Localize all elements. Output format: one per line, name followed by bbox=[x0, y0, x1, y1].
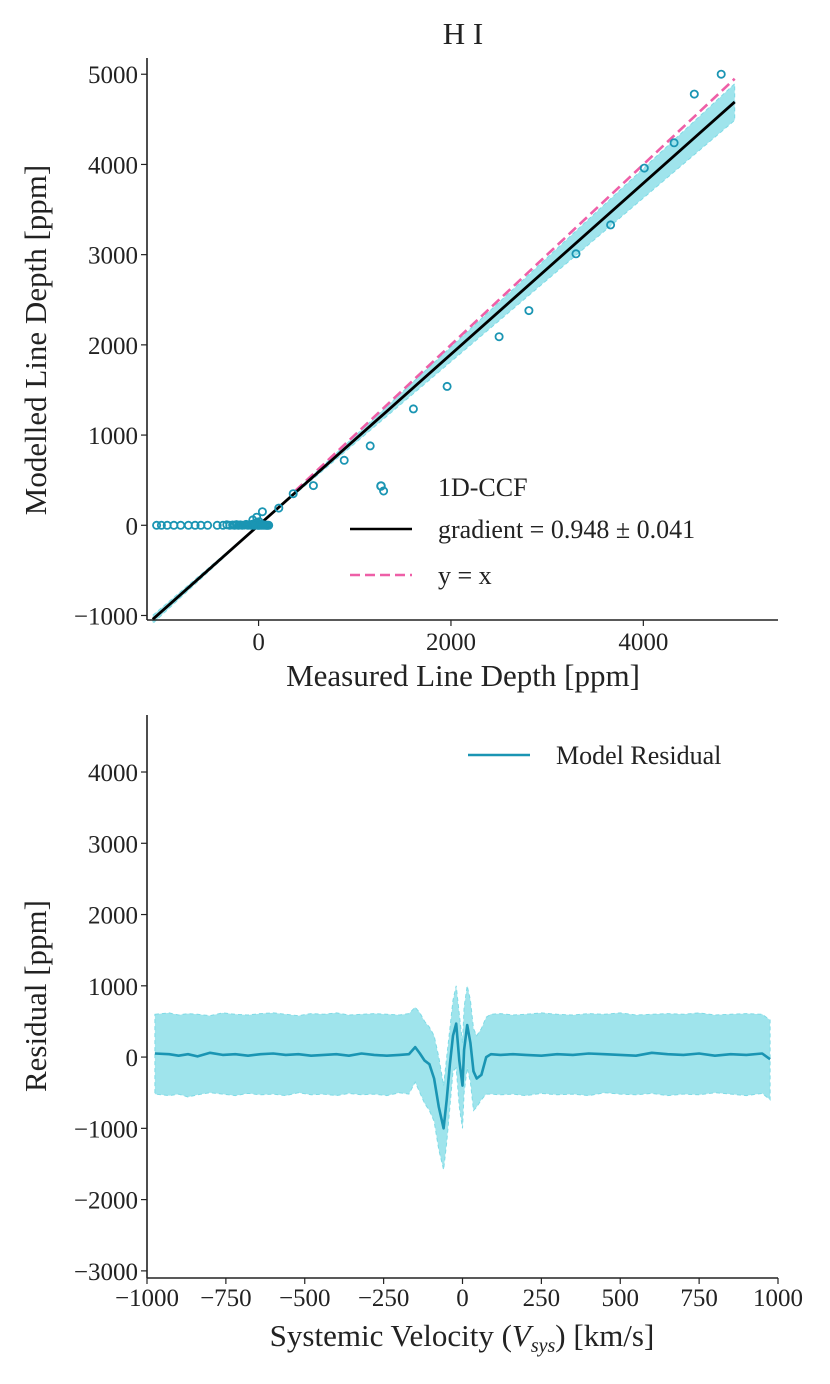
model-residual-line bbox=[154, 1022, 771, 1130]
gradient-fit-line bbox=[151, 100, 736, 621]
bottom-x-tick-label: 500 bbox=[602, 1285, 640, 1312]
top-y-tick-label: 1000 bbox=[88, 423, 138, 450]
bottom-x-ticks: −1000 −750 −500 −250 0 250 500 750 1000 bbox=[115, 1278, 803, 1312]
bottom-y-tick-label: 4000 bbox=[88, 760, 138, 787]
top-legend: 1D-CCF gradient = 0.948 ± 0.041 y = x bbox=[350, 473, 695, 590]
bottom-x-tick-label: −250 bbox=[358, 1285, 410, 1312]
top-x-tick-label: 2000 bbox=[426, 629, 476, 656]
legend-label-residual: Model Residual bbox=[556, 741, 721, 770]
bottom-x-tick-label: 750 bbox=[680, 1285, 718, 1312]
xlabel-part-symbol: V bbox=[512, 1318, 534, 1353]
scatter-point bbox=[606, 220, 616, 230]
scatter-point bbox=[152, 520, 162, 530]
bottom-x-tick-label: 0 bbox=[456, 1285, 469, 1312]
top-y-tick-label: 5000 bbox=[88, 62, 138, 89]
scatter-point bbox=[156, 520, 166, 530]
bottom-y-tick-label: 1000 bbox=[88, 974, 138, 1001]
top-y-tick-label: 4000 bbox=[88, 152, 138, 179]
xlabel-part-prefix: Systemic Velocity ( bbox=[270, 1318, 512, 1353]
bottom-x-tick-label: 250 bbox=[523, 1285, 561, 1312]
scatter-point bbox=[264, 520, 274, 530]
top-y-tick-label: 2000 bbox=[88, 333, 138, 360]
scatter-point bbox=[257, 507, 267, 517]
scatter-point bbox=[639, 163, 649, 173]
scatter-point bbox=[288, 489, 298, 499]
bottom-y-tick-label: −1000 bbox=[74, 1116, 138, 1143]
scatter-point bbox=[669, 138, 679, 148]
identity-line bbox=[294, 77, 736, 492]
measurement-points bbox=[152, 69, 726, 530]
bottom-legend: Model Residual bbox=[468, 741, 721, 770]
bottom-y-tick-label: 3000 bbox=[88, 831, 138, 858]
scatter-point bbox=[408, 404, 418, 414]
xlabel-part-suffix: ) [km/s] bbox=[555, 1318, 654, 1353]
bottom-x-tick-label: −750 bbox=[200, 1285, 252, 1312]
residual-line-layer bbox=[154, 1022, 771, 1130]
scatter-point bbox=[212, 520, 222, 530]
top-x-tick-label: 4000 bbox=[618, 629, 668, 656]
bottom-y-ticks: −3000 −2000 −1000 0 1000 2000 3000 4000 bbox=[74, 760, 147, 1286]
scatter-point bbox=[442, 381, 452, 391]
scatter-point bbox=[494, 332, 504, 342]
xlabel-part-subscript: sys bbox=[531, 1335, 556, 1357]
top-y-ticks: −1000 0 1000 2000 3000 4000 5000 bbox=[74, 62, 147, 630]
bottom-x-tick-label: 1000 bbox=[753, 1285, 803, 1312]
bottom-y-tick-label: −2000 bbox=[74, 1188, 138, 1215]
top-y-tick-label: 3000 bbox=[88, 243, 138, 270]
scatter-point bbox=[190, 520, 200, 530]
scatter-point bbox=[689, 89, 699, 99]
scatter-point bbox=[308, 481, 318, 491]
top-y-tick-label: 0 bbox=[126, 513, 139, 540]
bottom-x-tick-label: −500 bbox=[279, 1285, 331, 1312]
scatter-point bbox=[365, 441, 375, 451]
scatter-point bbox=[203, 520, 213, 530]
top-y-axis-label: Modelled Line Depth [ppm] bbox=[18, 165, 53, 515]
bottom-x-axis-label: Systemic Velocity (Vsys) [km/s] bbox=[270, 1318, 655, 1357]
top-panel: H I 0 2000 4000 −1000 0 1000 2000 3000 4000 5000… bbox=[18, 16, 778, 693]
scatter-point bbox=[524, 306, 534, 316]
scatter-point bbox=[571, 249, 581, 259]
bottom-y-tick-label: −3000 bbox=[74, 1259, 138, 1286]
top-x-tick-label: 0 bbox=[252, 629, 265, 656]
top-title: H I bbox=[443, 16, 483, 51]
bottom-y-tick-label: 2000 bbox=[88, 903, 138, 930]
bottom-x-tick-label: −1000 bbox=[115, 1285, 179, 1312]
scatter-point bbox=[274, 503, 284, 513]
scatter-point bbox=[339, 455, 349, 465]
bottom-panel: −1000 −750 −500 −250 0 250 500 750 1000 −3000 −20… bbox=[18, 715, 803, 1357]
top-x-ticks: 0 2000 4000 bbox=[252, 620, 668, 656]
top-lines-layer bbox=[151, 77, 736, 621]
top-y-tick-label: −1000 bbox=[74, 603, 138, 630]
scatter-point bbox=[716, 69, 726, 79]
bottom-y-axis-label: Residual [ppm] bbox=[18, 900, 53, 1092]
bottom-y-tick-label: 0 bbox=[126, 1045, 139, 1072]
legend-label-points: 1D-CCF bbox=[438, 473, 528, 502]
scatter-point bbox=[252, 512, 262, 522]
legend-label-identity: y = x bbox=[438, 561, 492, 590]
top-x-axis-label: Measured Line Depth [ppm] bbox=[286, 658, 640, 693]
legend-label-fit: gradient = 0.948 ± 0.041 bbox=[438, 515, 695, 544]
legend-marker-points bbox=[376, 481, 386, 491]
